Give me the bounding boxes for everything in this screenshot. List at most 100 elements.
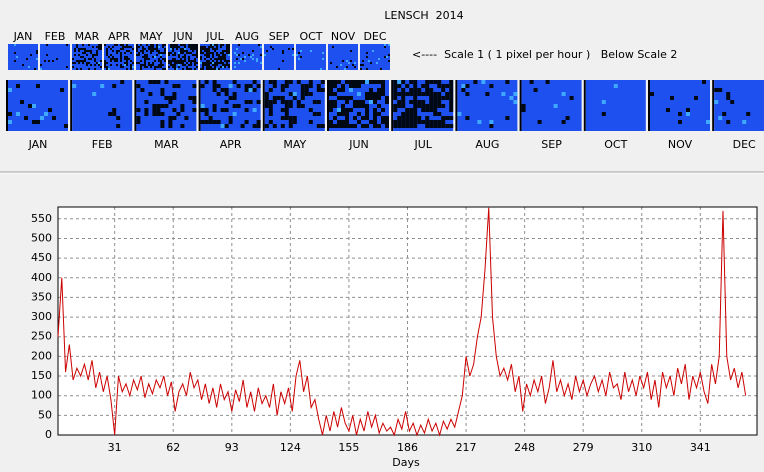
heatmap-cell bbox=[252, 88, 257, 92]
heatmap-cell bbox=[312, 112, 317, 116]
heatmap-cell bbox=[214, 68, 216, 70]
heatmap-cell bbox=[349, 84, 353, 88]
heatmap-cell bbox=[172, 116, 177, 120]
heatmap-cell bbox=[96, 46, 98, 48]
heatmap-cell bbox=[232, 112, 237, 116]
heatmap-cell bbox=[264, 96, 269, 100]
heatmap-cell bbox=[16, 84, 20, 88]
heatmap-cell bbox=[288, 104, 293, 108]
heatmap-cell bbox=[204, 108, 209, 112]
heatmap-cell bbox=[333, 104, 337, 108]
heatmap-cell bbox=[144, 62, 146, 64]
heatmap-cell bbox=[292, 120, 297, 124]
x-tick-label: 93 bbox=[225, 441, 239, 454]
heatmap-cell bbox=[232, 96, 237, 100]
heatmap-cell bbox=[100, 48, 102, 50]
heatmap-cell bbox=[160, 60, 162, 62]
heatmap-cell bbox=[208, 62, 210, 64]
heatmap-cell bbox=[212, 46, 214, 48]
heatmap-cell bbox=[282, 60, 284, 62]
heatmap-cell bbox=[252, 124, 257, 128]
heatmap-cell bbox=[196, 52, 198, 54]
heatmap-cell bbox=[212, 54, 214, 56]
heatmap-cell bbox=[417, 104, 422, 108]
heatmap-cell bbox=[148, 46, 150, 48]
heatmap-cell bbox=[388, 60, 390, 62]
month-label-small: DEC bbox=[363, 30, 386, 43]
y-tick-label: 150 bbox=[31, 369, 52, 382]
heatmap-cell bbox=[329, 104, 333, 108]
heatmap-cell bbox=[204, 62, 206, 64]
heatmap-cell bbox=[144, 48, 146, 50]
heatmap-cell bbox=[282, 52, 284, 54]
heatmap-cell bbox=[357, 92, 361, 96]
heatmap-cell bbox=[429, 100, 434, 104]
heatmap-cell bbox=[393, 96, 398, 100]
heatmap-cell bbox=[178, 66, 180, 68]
heatmap-cell bbox=[222, 56, 224, 58]
heatmap-cell bbox=[228, 48, 230, 50]
heatmap-cell bbox=[388, 54, 390, 56]
heatmap-cell bbox=[381, 84, 385, 88]
heatmap-cell bbox=[244, 84, 249, 88]
heatmap-cell bbox=[401, 104, 406, 108]
heatmap-cell bbox=[385, 96, 389, 100]
heatmap-cell bbox=[244, 120, 249, 124]
heatmap-cell bbox=[300, 96, 305, 100]
heatmap-cell bbox=[429, 108, 434, 112]
heatmap-cell bbox=[224, 124, 229, 128]
heatmap-cell bbox=[36, 84, 40, 88]
heatmap-cell bbox=[100, 66, 102, 68]
heatmap-cell bbox=[74, 48, 76, 50]
heatmap-cell bbox=[202, 62, 204, 64]
heatmap-cell bbox=[369, 80, 373, 84]
heatmap-cell bbox=[296, 54, 298, 56]
x-tick-label: 217 bbox=[456, 441, 477, 454]
heatmap-cell bbox=[140, 64, 142, 66]
heatmap-cell bbox=[202, 52, 204, 54]
heatmap-cell bbox=[360, 68, 362, 70]
heatmap-cell bbox=[186, 50, 188, 52]
heatmap-cell bbox=[417, 92, 422, 96]
heatmap-cell bbox=[180, 50, 182, 52]
heatmap-cell bbox=[694, 96, 698, 100]
heatmap-cell bbox=[194, 46, 196, 48]
y-tick-label: 0 bbox=[45, 428, 52, 441]
heatmap-cell bbox=[234, 66, 236, 68]
heatmap-cell bbox=[242, 58, 244, 60]
heatmap-cell bbox=[208, 60, 210, 62]
month-label: JAN bbox=[28, 138, 48, 151]
heatmap-cell bbox=[529, 80, 534, 84]
heatmap-cell bbox=[116, 58, 118, 60]
heatmap-cell bbox=[224, 108, 229, 112]
heatmap-cell bbox=[373, 108, 377, 112]
heatmap-cell bbox=[316, 88, 321, 92]
heatmap-cell bbox=[521, 108, 526, 112]
heatmap-cell bbox=[142, 64, 144, 66]
heatmap-cell bbox=[369, 120, 373, 124]
heatmap-cell bbox=[98, 62, 100, 64]
heatmap-cell bbox=[565, 116, 570, 120]
heatmap-cell bbox=[172, 54, 174, 56]
heatmap-cell bbox=[110, 64, 112, 66]
heatmap-cell bbox=[401, 100, 406, 104]
heatmap-cell bbox=[208, 50, 210, 52]
heatmap-cell bbox=[152, 62, 154, 64]
heatmap-cell bbox=[509, 96, 514, 100]
heatmap-cell bbox=[329, 108, 333, 112]
heatmap-cell bbox=[178, 46, 180, 48]
x-axis-label: Days bbox=[392, 456, 420, 469]
heatmap-cell bbox=[214, 64, 216, 66]
heatmap-cell bbox=[120, 44, 122, 46]
heatmap-cell bbox=[90, 58, 92, 60]
heatmap-cell bbox=[300, 104, 305, 108]
heatmap-cell bbox=[184, 50, 186, 52]
heatmap-cell bbox=[268, 100, 273, 104]
y-tick-label: 350 bbox=[31, 290, 52, 303]
heatmap-cell bbox=[188, 46, 190, 48]
heatmap-cell bbox=[14, 44, 16, 46]
heatmap-cell bbox=[433, 104, 438, 108]
heatmap-cell bbox=[56, 58, 58, 60]
heatmap-cell bbox=[126, 46, 128, 48]
heatmap-cell bbox=[385, 116, 389, 120]
